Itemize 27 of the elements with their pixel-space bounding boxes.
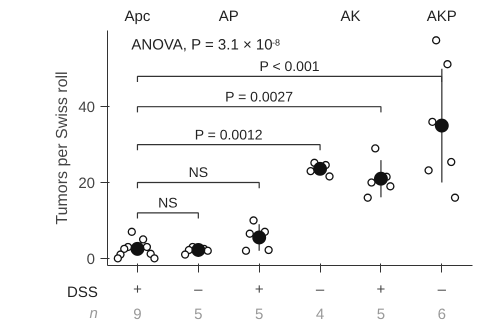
y-tick-label: 0 — [86, 250, 96, 268]
text: 6 — [438, 306, 446, 323]
annotation: NS — [188, 164, 208, 180]
text: n — [90, 304, 98, 322]
x-axis-title: DSS — [67, 284, 98, 301]
x-tick-label: – — [194, 280, 204, 298]
text: 5 — [376, 306, 386, 323]
x-tick-label: – — [438, 280, 447, 298]
x-tick-label: + — [376, 280, 386, 298]
annotation: P = 0.0027 — [225, 88, 294, 104]
annotation: P = 0.0012 — [194, 126, 263, 142]
y-axis-title: Tumors per Swiss roll — [54, 71, 71, 225]
text: 5 — [255, 306, 264, 323]
y-tick-label: 20 — [78, 175, 96, 192]
annotation: P < 0.001 — [259, 58, 320, 74]
text: 9 — [133, 306, 142, 323]
text: AP — [218, 8, 239, 26]
x-tick-label: + — [133, 280, 142, 298]
y-tick-label: 40 — [78, 99, 96, 116]
x-tick-label: + — [254, 280, 264, 298]
text: 5 — [194, 306, 202, 323]
text: 4 — [316, 306, 324, 323]
text: Apc — [124, 8, 151, 26]
text: AK — [340, 8, 361, 26]
x-tick-label: – — [316, 280, 325, 298]
annotation: NS — [158, 194, 178, 211]
text: AKP — [426, 8, 457, 26]
